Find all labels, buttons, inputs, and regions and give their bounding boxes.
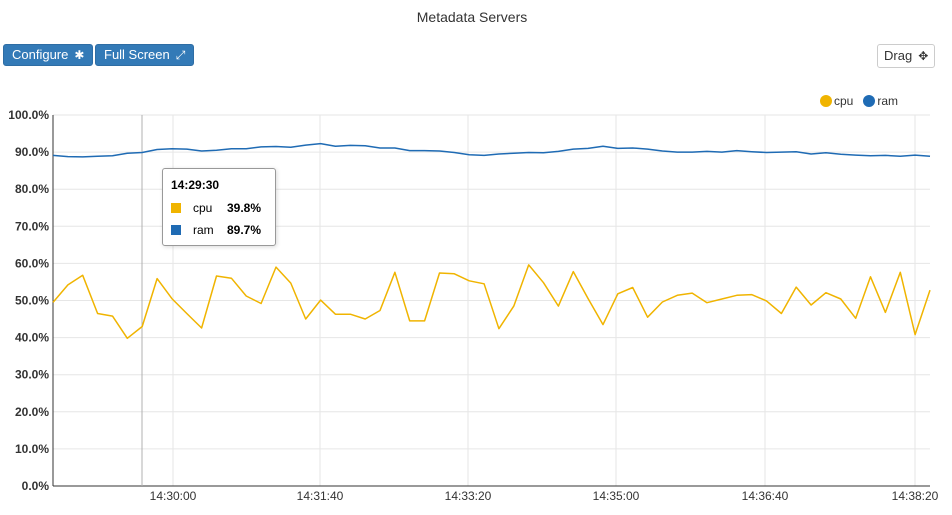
expand-icon: ⤢ (175, 48, 186, 62)
chart-tooltip: 14:29:30 cpu 39.8% ram 89.7% (162, 168, 276, 246)
y-tick-label: 100.0% (8, 108, 49, 122)
x-tick-label: 14:31:40 (297, 489, 344, 503)
y-tick-label: 80.0% (15, 182, 49, 196)
series-line-cpu (52, 264, 931, 340)
tooltip-swatch-ram (171, 225, 181, 235)
full-screen-button-label: Full Screen (104, 47, 170, 62)
gear-icon: ✱ (74, 48, 85, 62)
full-screen-button[interactable]: Full Screen ⤢ (95, 44, 195, 66)
configure-button[interactable]: Configure ✱ (3, 44, 94, 66)
x-tick-label: 14:35:00 (593, 489, 640, 503)
x-tick-label: 14:33:20 (445, 489, 492, 503)
y-tick-label: 50.0% (15, 294, 49, 308)
x-tick-label: 14:36:40 (742, 489, 789, 503)
drag-button[interactable]: Drag ✥ (877, 44, 936, 68)
y-tick-label: 10.0% (15, 442, 49, 456)
tooltip-value-ram: 89.7% (227, 223, 262, 237)
y-tick-label: 90.0% (15, 145, 49, 159)
move-arrows-icon: ✥ (918, 49, 929, 63)
drag-button-label: Drag (884, 48, 913, 63)
tooltip-value-cpu: 39.8% (227, 201, 262, 215)
tooltip-row-ram: ram 89.7% (171, 223, 261, 237)
legend-label-ram: ram (877, 94, 899, 108)
legend-item-ram[interactable]: ram (863, 94, 898, 108)
y-tick-label: 40.0% (15, 331, 49, 345)
configure-button-label: Configure (12, 47, 69, 62)
tooltip-name-cpu: cpu (193, 201, 213, 215)
cpu-legend-marker (820, 95, 832, 107)
y-tick-label: 20.0% (15, 405, 49, 419)
chart-legend: cpu ram (820, 94, 898, 108)
tooltip-name-ram: ram (193, 223, 214, 237)
y-tick-label: 70.0% (15, 219, 49, 233)
y-tick-label: 60.0% (15, 256, 49, 270)
tooltip-row-cpu: cpu 39.8% (171, 201, 261, 215)
series-line-ram (52, 142, 931, 158)
y-tick-label: 30.0% (15, 368, 49, 382)
legend-label-cpu: cpu (834, 94, 854, 108)
tooltip-time: 14:29:30 (171, 178, 220, 192)
x-tick-label: 14:38:20 (892, 489, 939, 503)
x-tick-label: 14:30:00 (150, 489, 197, 503)
tooltip-swatch-cpu (171, 203, 181, 213)
chart-title: Metadata Servers (416, 9, 528, 25)
ram-legend-marker (863, 95, 876, 107)
y-tick-label: 0.0% (22, 479, 50, 493)
legend-item-cpu[interactable]: cpu (820, 94, 853, 108)
